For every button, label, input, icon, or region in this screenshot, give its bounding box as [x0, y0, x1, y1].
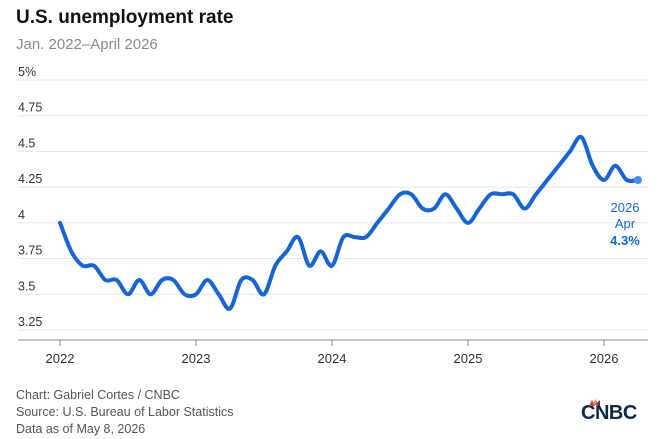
- data-point: [296, 235, 300, 239]
- series-group: [58, 134, 642, 311]
- data-point: [523, 207, 527, 211]
- data-point: [443, 192, 447, 196]
- chart-title: U.S. unemployment rate: [16, 7, 234, 28]
- data-point: [511, 192, 515, 196]
- cnbc-peacock-logo-icon: CNBC: [581, 399, 637, 424]
- data-point: [273, 264, 277, 268]
- data-point: [625, 178, 629, 182]
- y-tick-label: 4.25: [18, 172, 42, 186]
- annotation-value: 4.3%: [610, 233, 640, 248]
- data-point: [171, 278, 175, 282]
- data-point: [568, 149, 572, 153]
- data-point: [387, 207, 391, 211]
- data-point: [307, 264, 311, 268]
- y-tick-label: 4.75: [18, 101, 42, 115]
- data-point: [319, 249, 323, 253]
- data-point: [251, 278, 255, 282]
- data-point: [466, 221, 470, 225]
- data-point: [489, 192, 493, 196]
- data-point: [69, 249, 73, 253]
- data-point: [545, 178, 549, 182]
- y-tick-label: 4.5: [18, 136, 35, 150]
- data-point: [92, 264, 96, 268]
- data-point: [217, 292, 221, 296]
- data-point: [137, 278, 141, 282]
- chart-footer: Chart: Gabriel Cortes / CNBC Source: U.S…: [16, 387, 233, 438]
- grid-lines: [18, 79, 648, 331]
- data-point: [364, 235, 368, 239]
- data-point: [375, 221, 379, 225]
- data-point: [330, 264, 334, 268]
- data-point: [341, 235, 345, 239]
- data-point: [183, 292, 187, 296]
- data-point: [205, 278, 209, 282]
- data-point: [239, 278, 243, 282]
- data-point: [557, 164, 561, 168]
- data-point: [591, 164, 595, 168]
- data-point: [194, 292, 198, 296]
- data-point: [500, 192, 504, 196]
- data-as-of: Data as of May 8, 2026: [16, 422, 146, 436]
- data-point: [455, 207, 459, 211]
- data-point: [262, 292, 266, 296]
- peacock-feathers-icon: [589, 399, 600, 406]
- end-point-marker: [634, 176, 642, 184]
- logo-text: CNBC: [581, 402, 637, 424]
- series-line: [58, 134, 640, 311]
- data-point: [613, 164, 617, 168]
- x-tick-label: 2024: [318, 351, 347, 366]
- y-axis-ticks: 3.25 3.5 3.75 4 4.25 4.5 4.75 5%: [18, 65, 42, 329]
- x-tick-label: 2026: [590, 351, 619, 366]
- data-point: [602, 178, 606, 182]
- y-tick-label: 3.75: [18, 244, 42, 258]
- annotation-month: Apr: [615, 216, 636, 231]
- y-tick-label: 4: [18, 208, 25, 222]
- data-point: [477, 207, 481, 211]
- y-tick-label: 3.5: [18, 279, 35, 293]
- data-point: [58, 221, 62, 225]
- data-point: [115, 278, 119, 282]
- data-point: [285, 249, 289, 253]
- data-point: [534, 192, 538, 196]
- data-point: [421, 207, 425, 211]
- x-tick-label: 2025: [454, 351, 483, 366]
- data-point: [149, 292, 153, 296]
- data-point: [409, 192, 413, 196]
- x-axis: 2022 2023 2024 2025 2026: [18, 339, 648, 366]
- y-tick-label: 3.25: [18, 315, 42, 329]
- data-point: [579, 135, 583, 139]
- data-point: [126, 292, 130, 296]
- annotation-year: 2026: [611, 200, 640, 215]
- data-point: [103, 278, 107, 282]
- x-tick-label: 2022: [46, 351, 75, 366]
- data-point: [432, 207, 436, 211]
- chart-source: Source: U.S. Bureau of Labor Statistics: [16, 405, 234, 419]
- chart-credit: Chart: Gabriel Cortes / CNBC: [16, 388, 180, 402]
- data-point: [228, 307, 232, 311]
- data-point: [353, 235, 357, 239]
- chart-subtitle: Jan. 2022–April 2026: [16, 36, 158, 53]
- y-tick-label: 5%: [18, 65, 36, 79]
- data-point: [160, 278, 164, 282]
- data-point: [398, 192, 402, 196]
- x-tick-label: 2023: [182, 351, 211, 366]
- data-point: [81, 264, 85, 268]
